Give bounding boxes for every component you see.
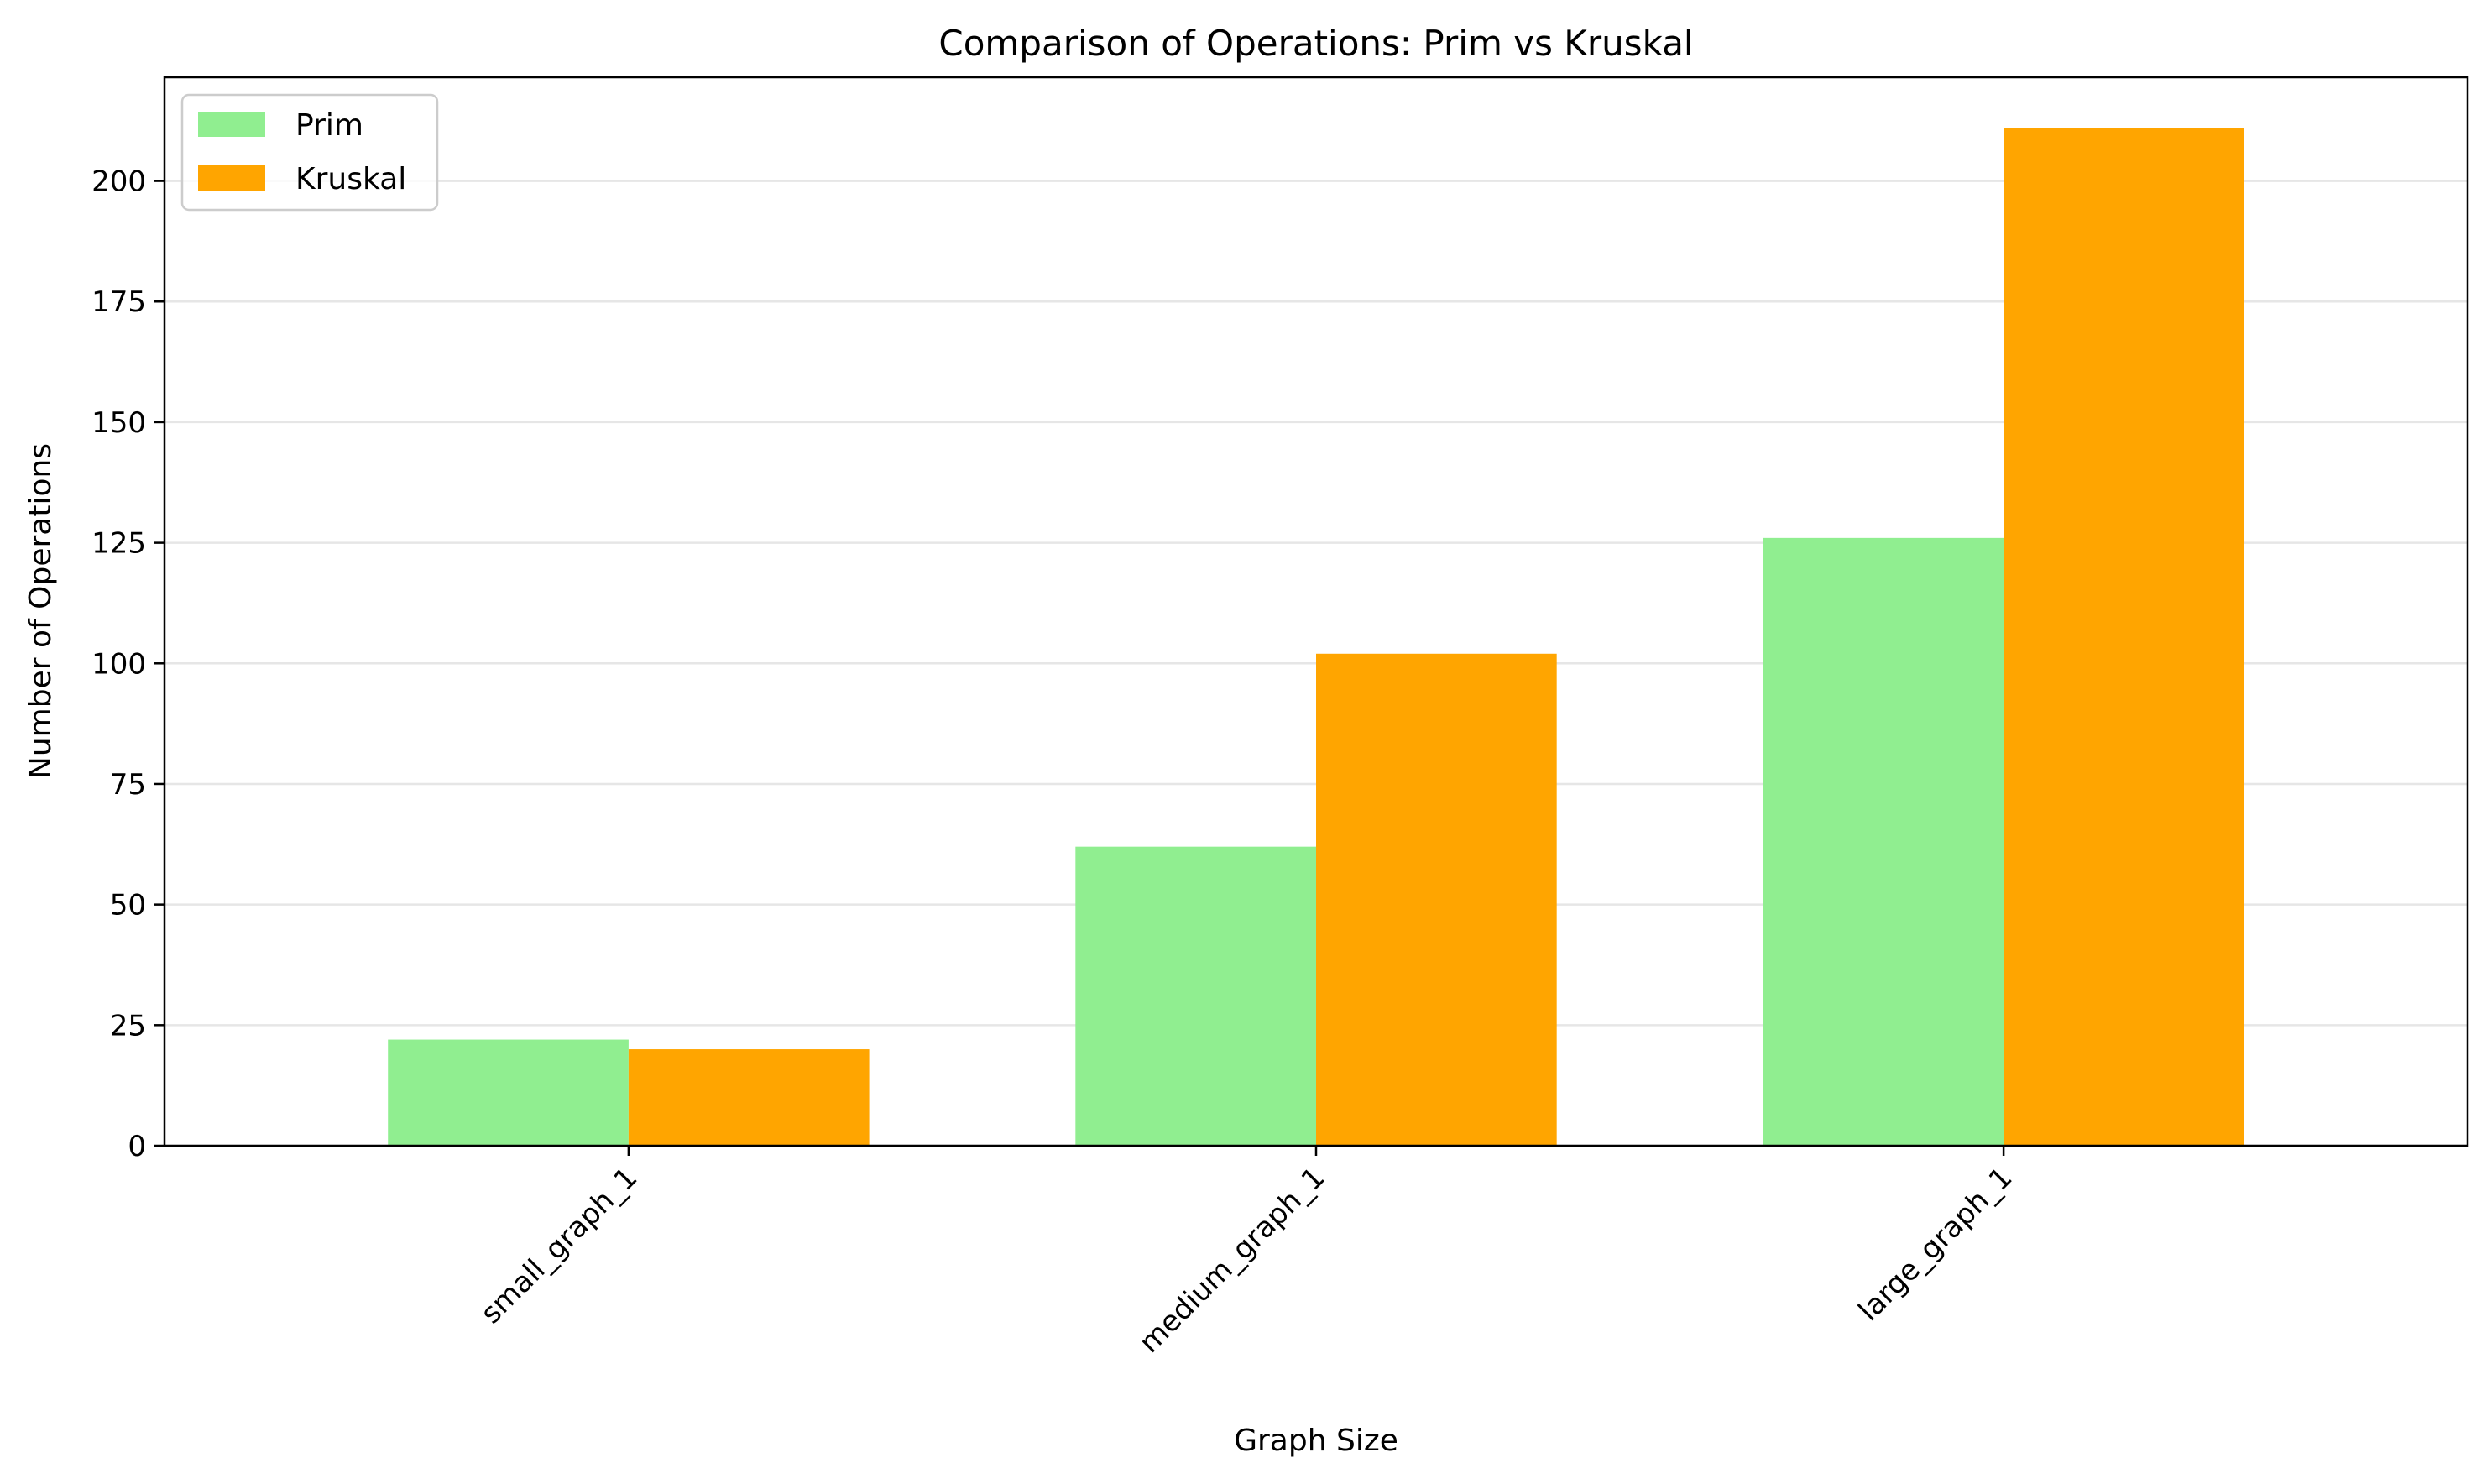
y-tick-label: 0 — [128, 1130, 146, 1163]
legend-swatch-kruskal — [198, 165, 265, 191]
x-tick-label: large_graph_1 — [1852, 1161, 2019, 1328]
y-tick-label: 200 — [91, 165, 146, 199]
x-axis-label: Graph Size — [1234, 1424, 1398, 1458]
bars — [388, 128, 2244, 1147]
y-tick-label: 25 — [110, 1009, 146, 1042]
y-tick-label: 125 — [91, 527, 146, 561]
chart-title: Comparison of Operations: Prim vs Kruska… — [938, 23, 1693, 64]
legend-swatch-prim — [198, 112, 265, 137]
bar-kruskal-medium_graph_1 — [1316, 653, 1557, 1146]
legend-label-kruskal: Kruskal — [295, 162, 406, 196]
y-axis-ticks: 0 25 50 75 100 125 150 175 200 — [91, 165, 165, 1163]
x-tick-label: medium_graph_1 — [1133, 1161, 1332, 1360]
x-axis-ticks: small_graph_1 medium_graph_1 large_graph_1 — [474, 1146, 2019, 1360]
x-tick-label: small_graph_1 — [474, 1161, 644, 1330]
legend: Prim Kruskal — [180, 93, 439, 212]
y-axis-label: Number of Operations — [24, 443, 58, 779]
y-tick-label: 50 — [110, 889, 146, 922]
bar-prim-large_graph_1 — [1763, 537, 2004, 1146]
bar-prim-medium_graph_1 — [1075, 846, 1316, 1146]
y-tick-label: 100 — [91, 647, 146, 681]
y-tick-label: 175 — [91, 285, 146, 319]
bar-prim-small_graph_1 — [388, 1039, 629, 1146]
bar-kruskal-large_graph_1 — [2004, 128, 2244, 1147]
y-tick-label: 75 — [110, 768, 146, 802]
bar-kruskal-small_graph_1 — [628, 1049, 870, 1146]
y-tick-label: 150 — [91, 406, 146, 440]
legend-label-prim: Prim — [295, 108, 363, 143]
